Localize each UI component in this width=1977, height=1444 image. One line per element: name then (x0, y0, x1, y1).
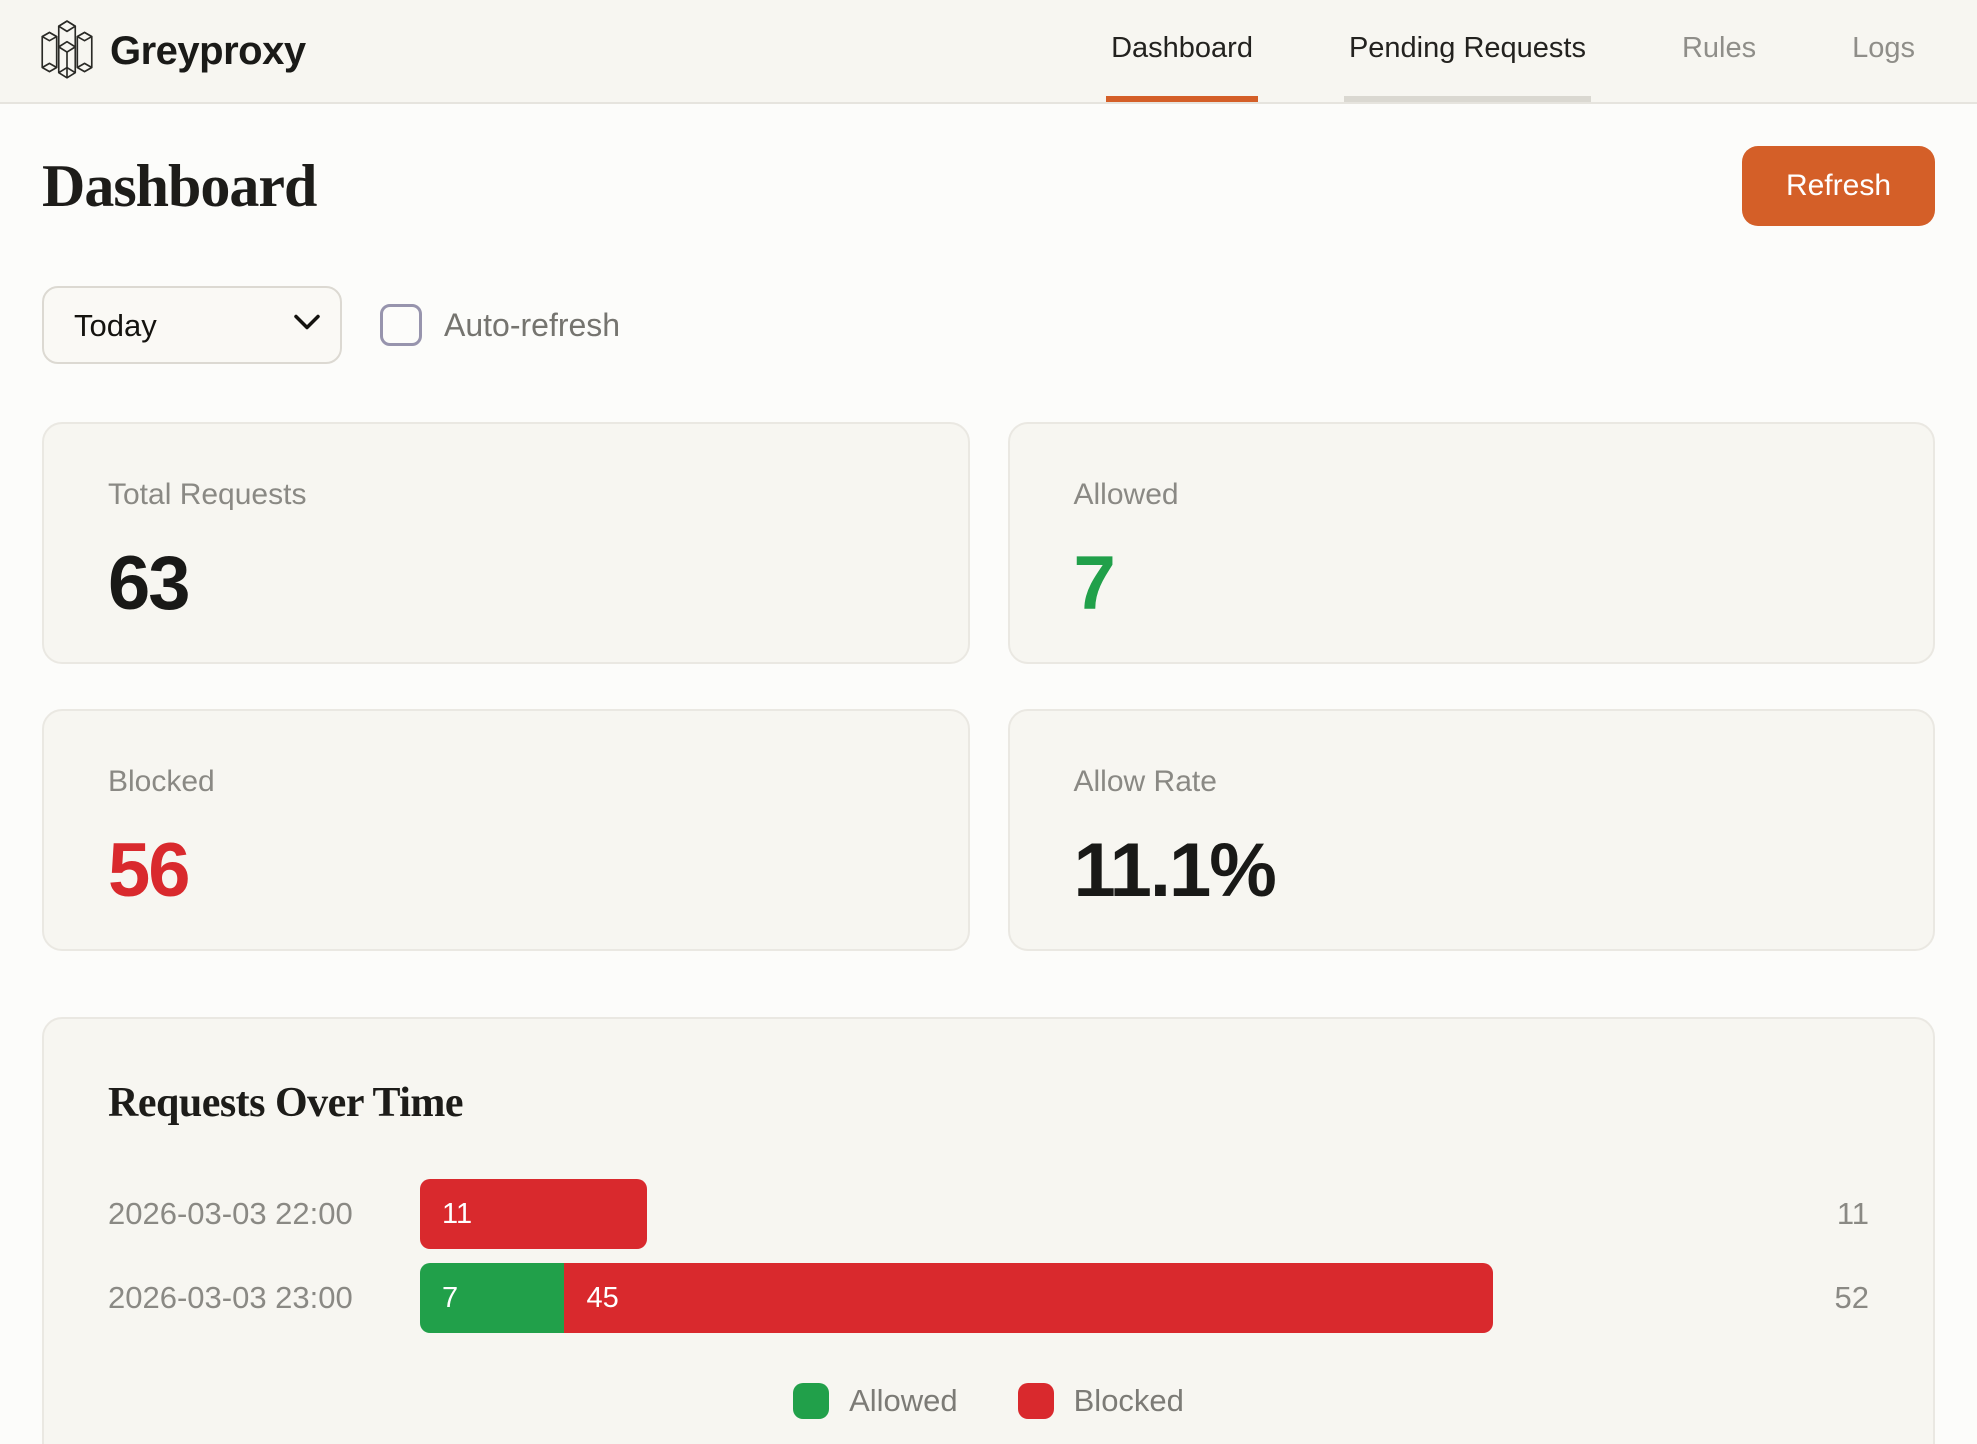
legend-swatch-blocked (1017, 1383, 1054, 1419)
legend-item-allowed: Allowed (793, 1383, 958, 1419)
crystal-pillars-icon (40, 19, 94, 83)
legend-label: Allowed (849, 1383, 958, 1418)
bar-segment-blocked: 11 (420, 1179, 647, 1249)
bar-segment-allowed: 7 (420, 1263, 565, 1333)
time-range-select[interactable]: Today (42, 286, 342, 364)
brand: Greyproxy (40, 0, 306, 102)
stat-value: 56 (108, 828, 191, 913)
auto-refresh-control[interactable]: Auto-refresh (380, 304, 620, 346)
page-title: Dashboard (42, 152, 317, 219)
bar-track: 11 (420, 1179, 1493, 1249)
stat-label: Allowed (1073, 478, 1179, 511)
nav-item-rules[interactable]: Rules (1681, 31, 1757, 64)
nav-item-dashboard[interactable]: Dashboard (1106, 0, 1258, 102)
chart-rows: 2026-03-03 22:00 11 11 2026-03-03 23:00 7 45 5… (108, 1179, 1869, 1333)
chart-legend: Allowed Blocked (108, 1383, 1869, 1419)
stat-card-total-requests: Total Requests 63 (42, 422, 970, 664)
stats-grid: Total Requests 63 Allowed 7 Blocked 56 Allow R… (42, 422, 1935, 951)
bar-segment-blocked: 45 (564, 1263, 1493, 1333)
nav-item-pending-requests[interactable]: Pending Requests (1343, 0, 1591, 102)
stat-card-allow-rate: Allow Rate 11.1% (1007, 709, 1935, 951)
stat-card-allowed: Allowed 7 (1007, 422, 1935, 664)
bar-category-label: 2026-03-03 23:00 (108, 1280, 353, 1315)
nav-item-logs[interactable]: Logs (1852, 31, 1915, 64)
main-content: Dashboard Refresh Today Auto-refresh Tot… (0, 146, 1977, 1444)
requests-over-time-card: Requests Over Time 2026-03-03 22:00 11 11 2… (42, 1017, 1935, 1444)
legend-label: Blocked (1073, 1383, 1184, 1418)
stat-value: 7 (1073, 541, 1116, 626)
stat-value: 63 (108, 541, 191, 626)
top-bar: Greyproxy Dashboard Pending Requests Rules… (0, 0, 1977, 104)
main-nav: Dashboard Pending Requests Rules Logs (1106, 0, 1920, 102)
brand-name: Greyproxy (110, 28, 306, 73)
auto-refresh-checkbox[interactable] (380, 304, 422, 346)
stat-label: Blocked (108, 765, 215, 798)
legend-item-blocked: Blocked (1017, 1383, 1184, 1419)
stat-card-blocked: Blocked 56 (42, 709, 970, 951)
chart-row: 2026-03-03 22:00 11 11 (108, 1179, 1869, 1249)
chart-title: Requests Over Time (108, 1080, 464, 1126)
refresh-button[interactable]: Refresh (1741, 146, 1935, 226)
chart-row: 2026-03-03 23:00 7 45 52 (108, 1263, 1869, 1333)
bar-total: 52 (1834, 1280, 1869, 1315)
bar-total: 11 (1836, 1196, 1869, 1231)
bar-track: 7 45 (420, 1263, 1493, 1333)
stat-label: Allow Rate (1073, 765, 1217, 798)
stat-value: 11.1% (1073, 828, 1277, 913)
bar-category-label: 2026-03-03 22:00 (108, 1196, 353, 1231)
legend-swatch-allowed (793, 1383, 830, 1419)
stat-label: Total Requests (108, 478, 307, 511)
auto-refresh-label: Auto-refresh (444, 306, 621, 343)
